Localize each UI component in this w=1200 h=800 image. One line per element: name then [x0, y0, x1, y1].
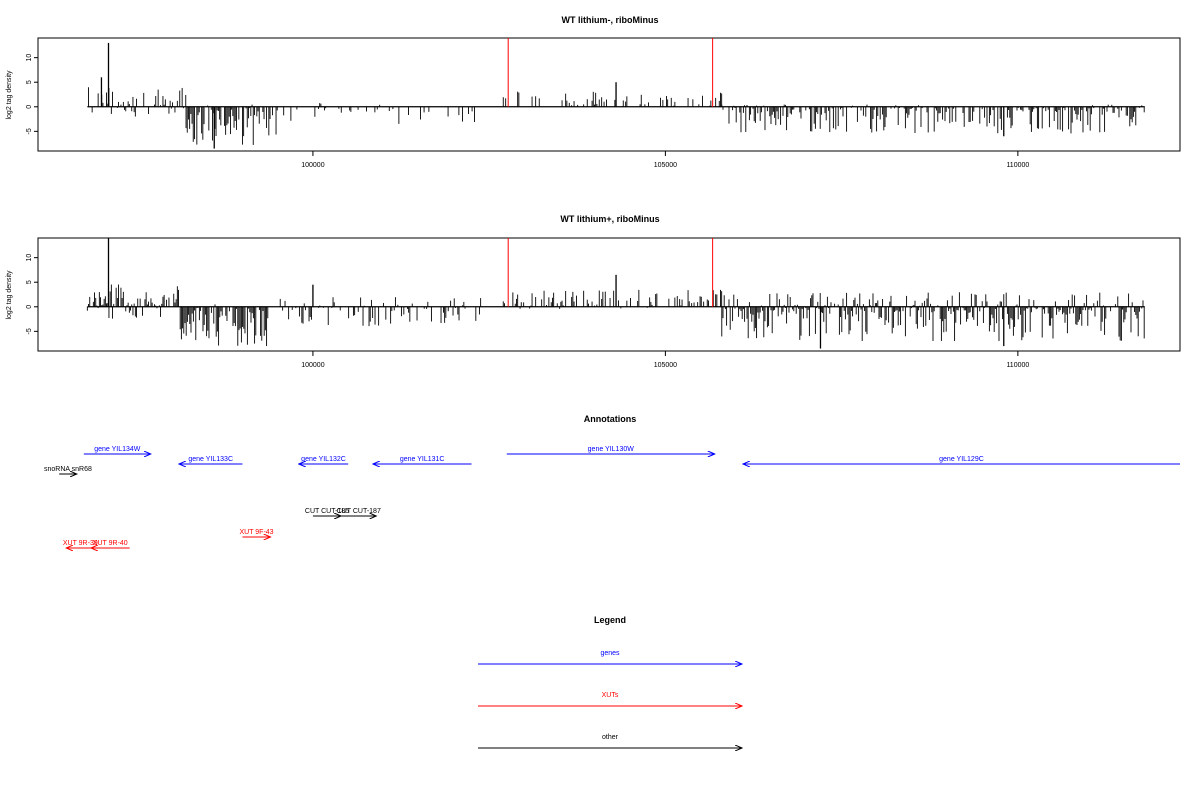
panel-1-x-axis: 100000 105000 110000 — [301, 151, 1029, 169]
panel-1-title: WT lithium-, riboMinus — [562, 15, 659, 25]
y-tick-label: 0 — [26, 105, 33, 109]
x-tick-label: 110000 — [1006, 162, 1029, 169]
annotation-feature: CUT CUT-187 — [337, 508, 381, 516]
y-tick-label: -5 — [26, 328, 33, 334]
y-tick-label: -5 — [26, 128, 33, 134]
y-tick-label: 10 — [26, 254, 33, 262]
annotation-feature: snoRNA snR68 — [44, 466, 92, 474]
track-panel-2: WT lithium+, riboMinus 10 5 0 -5 log2 tag d… — [6, 214, 1181, 369]
annotation-feature: XUT 9R-40 — [91, 540, 130, 548]
panel-1-frame — [37, 37, 1181, 152]
annotations-title: Annotations — [584, 414, 637, 424]
annotation-feature: gene YIL130W — [506, 446, 715, 454]
y-tick-label: 10 — [26, 54, 33, 62]
y-tick-label: 5 — [26, 80, 33, 84]
annotation-feature: CUT CUT-185 — [305, 508, 349, 516]
annotation-feature: gene YIL131C — [373, 456, 472, 464]
feature-label: gene YIL129C — [939, 456, 984, 463]
feature-label: gene YIL132C — [301, 456, 346, 463]
annotation-feature: gene YIL129C — [743, 456, 1180, 464]
feature-label: CUT CUT-185 — [305, 508, 349, 515]
legend-item: genes — [478, 650, 742, 664]
y-tick-label: 0 — [26, 305, 33, 309]
annotation-feature: XUT 9R-39 — [63, 540, 98, 548]
feature-label: XUT 9R-39 — [63, 540, 98, 547]
legend-label: other — [602, 734, 619, 741]
panel-2-title: WT lithium+, riboMinus — [560, 214, 659, 224]
panel-1-bars — [87, 38, 1145, 149]
x-tick-label: 110000 — [1006, 362, 1029, 369]
x-tick-label: 100000 — [301, 162, 324, 169]
legend-label: genes — [600, 650, 620, 657]
legend-item: XUTs — [478, 692, 742, 706]
feature-label: CUT CUT-187 — [337, 508, 381, 515]
x-tick-label: 105000 — [654, 362, 677, 369]
feature-label: gene YIL131C — [400, 456, 445, 463]
annotation-feature: gene YIL132C — [299, 456, 349, 464]
feature-label: gene YIL134W — [94, 446, 141, 453]
x-tick-label: 105000 — [654, 162, 677, 169]
panel-1-y-axis: 10 5 0 -5 — [26, 54, 39, 134]
feature-label: gene YIL130W — [588, 446, 635, 453]
panel-2-y-label: log2 tag density — [6, 270, 13, 320]
legend-label: XUTs — [602, 692, 619, 699]
legend-items: genes XUTs other — [478, 650, 742, 748]
panel-2-x-axis: 100000 105000 110000 — [301, 351, 1029, 369]
legend-title: Legend — [594, 615, 626, 625]
legend-item: other — [478, 734, 742, 748]
annotation-feature: gene YIL133C — [179, 456, 243, 464]
annotation-features: gene YIL134W gene YIL133C gene YIL132C gene… — [44, 446, 1180, 548]
panel-2-bars — [86, 238, 1145, 349]
panel-1-y-label: log2 tag density — [6, 70, 13, 120]
annotation-feature: gene YIL134W — [83, 446, 151, 454]
feature-label: snoRNA snR68 — [44, 466, 92, 473]
feature-label: XUT 9R-40 — [93, 540, 128, 547]
feature-label: XUT 9F-43 — [239, 529, 273, 536]
legend-panel: Legend genes XUTs other — [478, 615, 742, 748]
feature-label: gene YIL133C — [188, 456, 233, 463]
track-panel-1: WT lithium-, riboMinus 10 5 0 -5 log2 tag d… — [6, 15, 1181, 169]
x-tick-label: 100000 — [301, 362, 324, 369]
annotation-feature: XUT 9F-43 — [239, 529, 274, 537]
y-tick-label: 5 — [26, 280, 33, 284]
panel-2-y-axis: 10 5 0 -5 — [26, 254, 39, 334]
